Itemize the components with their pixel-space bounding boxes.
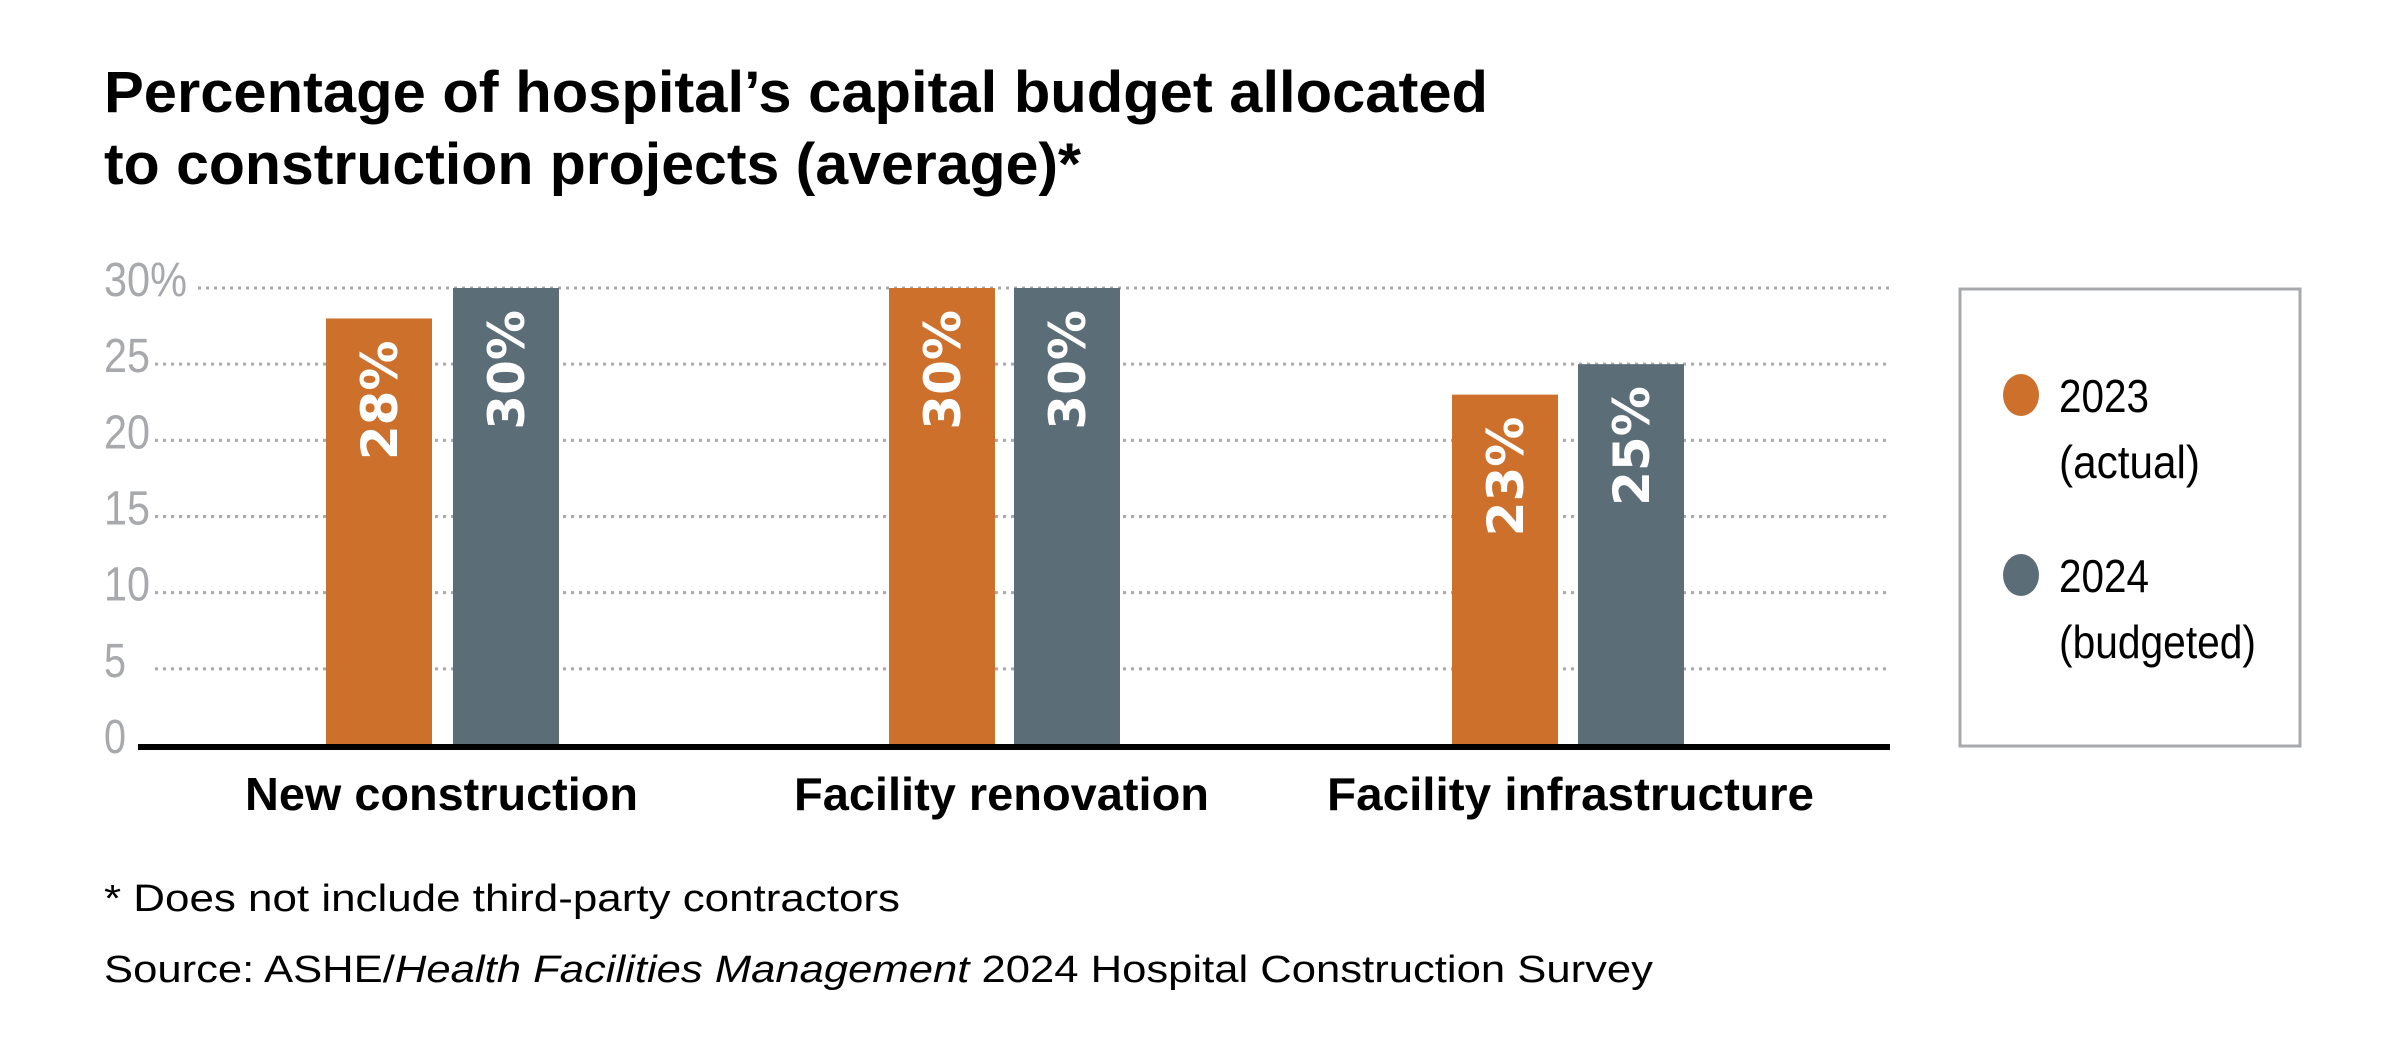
category-label-facility-infrastructure: Facility infrastructure: [1327, 768, 1814, 820]
bar-2023-2: [1452, 394, 1558, 745]
chart-title-line-1: Percentage of hospital’s capital budget …: [104, 60, 1488, 125]
bar-value-label: 28%: [351, 340, 409, 460]
bar-value-label: 25%: [1603, 386, 1661, 506]
bar-2023-0: [326, 318, 432, 745]
bars: 28% 30% 23% 30% 30% 25%: [326, 288, 1684, 745]
source-note: Source: ASHE/Health Facilities Managemen…: [104, 949, 1653, 991]
legend: 2023 (actual) 2024 (budgeted): [1958, 287, 2302, 748]
source-prefix: Source: ASHE/: [104, 949, 395, 991]
bar-value-label: 30%: [478, 310, 536, 430]
legend-marker-2023: [2003, 374, 2039, 416]
y-tick-label: 5: [104, 635, 126, 688]
bar-value-label: 23%: [1477, 417, 1535, 537]
legend-label-2023: 2023: [2059, 370, 2149, 422]
legend-sublabel-actual: (actual): [2059, 436, 2200, 488]
bar-value-label: 30%: [1039, 310, 1097, 430]
bar-2023-1: [889, 288, 995, 745]
footnote: * Does not include third-party contracto…: [104, 878, 900, 920]
bar-2024-1: [1014, 288, 1120, 745]
bar-value-label: 30%: [914, 310, 972, 430]
bar-2024-2: [1578, 364, 1684, 745]
y-tick-label: 15: [104, 483, 150, 536]
source-publication: Health Facilities Management: [395, 949, 971, 991]
y-tick-label: 0: [104, 711, 126, 764]
legend-sublabel-budgeted: (budgeted): [2059, 616, 2256, 668]
category-label-facility-renovation: Facility renovation: [794, 768, 1209, 820]
bar-2024-0: [453, 288, 559, 745]
y-tick-label: 25: [104, 330, 150, 383]
chart-title-line-2: to construction projects (average)*: [104, 132, 1081, 197]
source-suffix: 2024 Hospital Construction Survey: [969, 949, 1653, 991]
category-label-new-construction: New construction: [245, 768, 638, 820]
legend-label-2024: 2024: [2059, 550, 2149, 602]
y-tick-label: 10: [104, 559, 150, 612]
legend-marker-2024: [2003, 554, 2039, 596]
legend-box: [1958, 287, 2302, 748]
y-tick-label: 20: [104, 406, 150, 459]
y-tick-label: 30%: [104, 254, 187, 307]
y-axis-ticks: 0 5 10 15 20 25 30%: [104, 254, 187, 764]
